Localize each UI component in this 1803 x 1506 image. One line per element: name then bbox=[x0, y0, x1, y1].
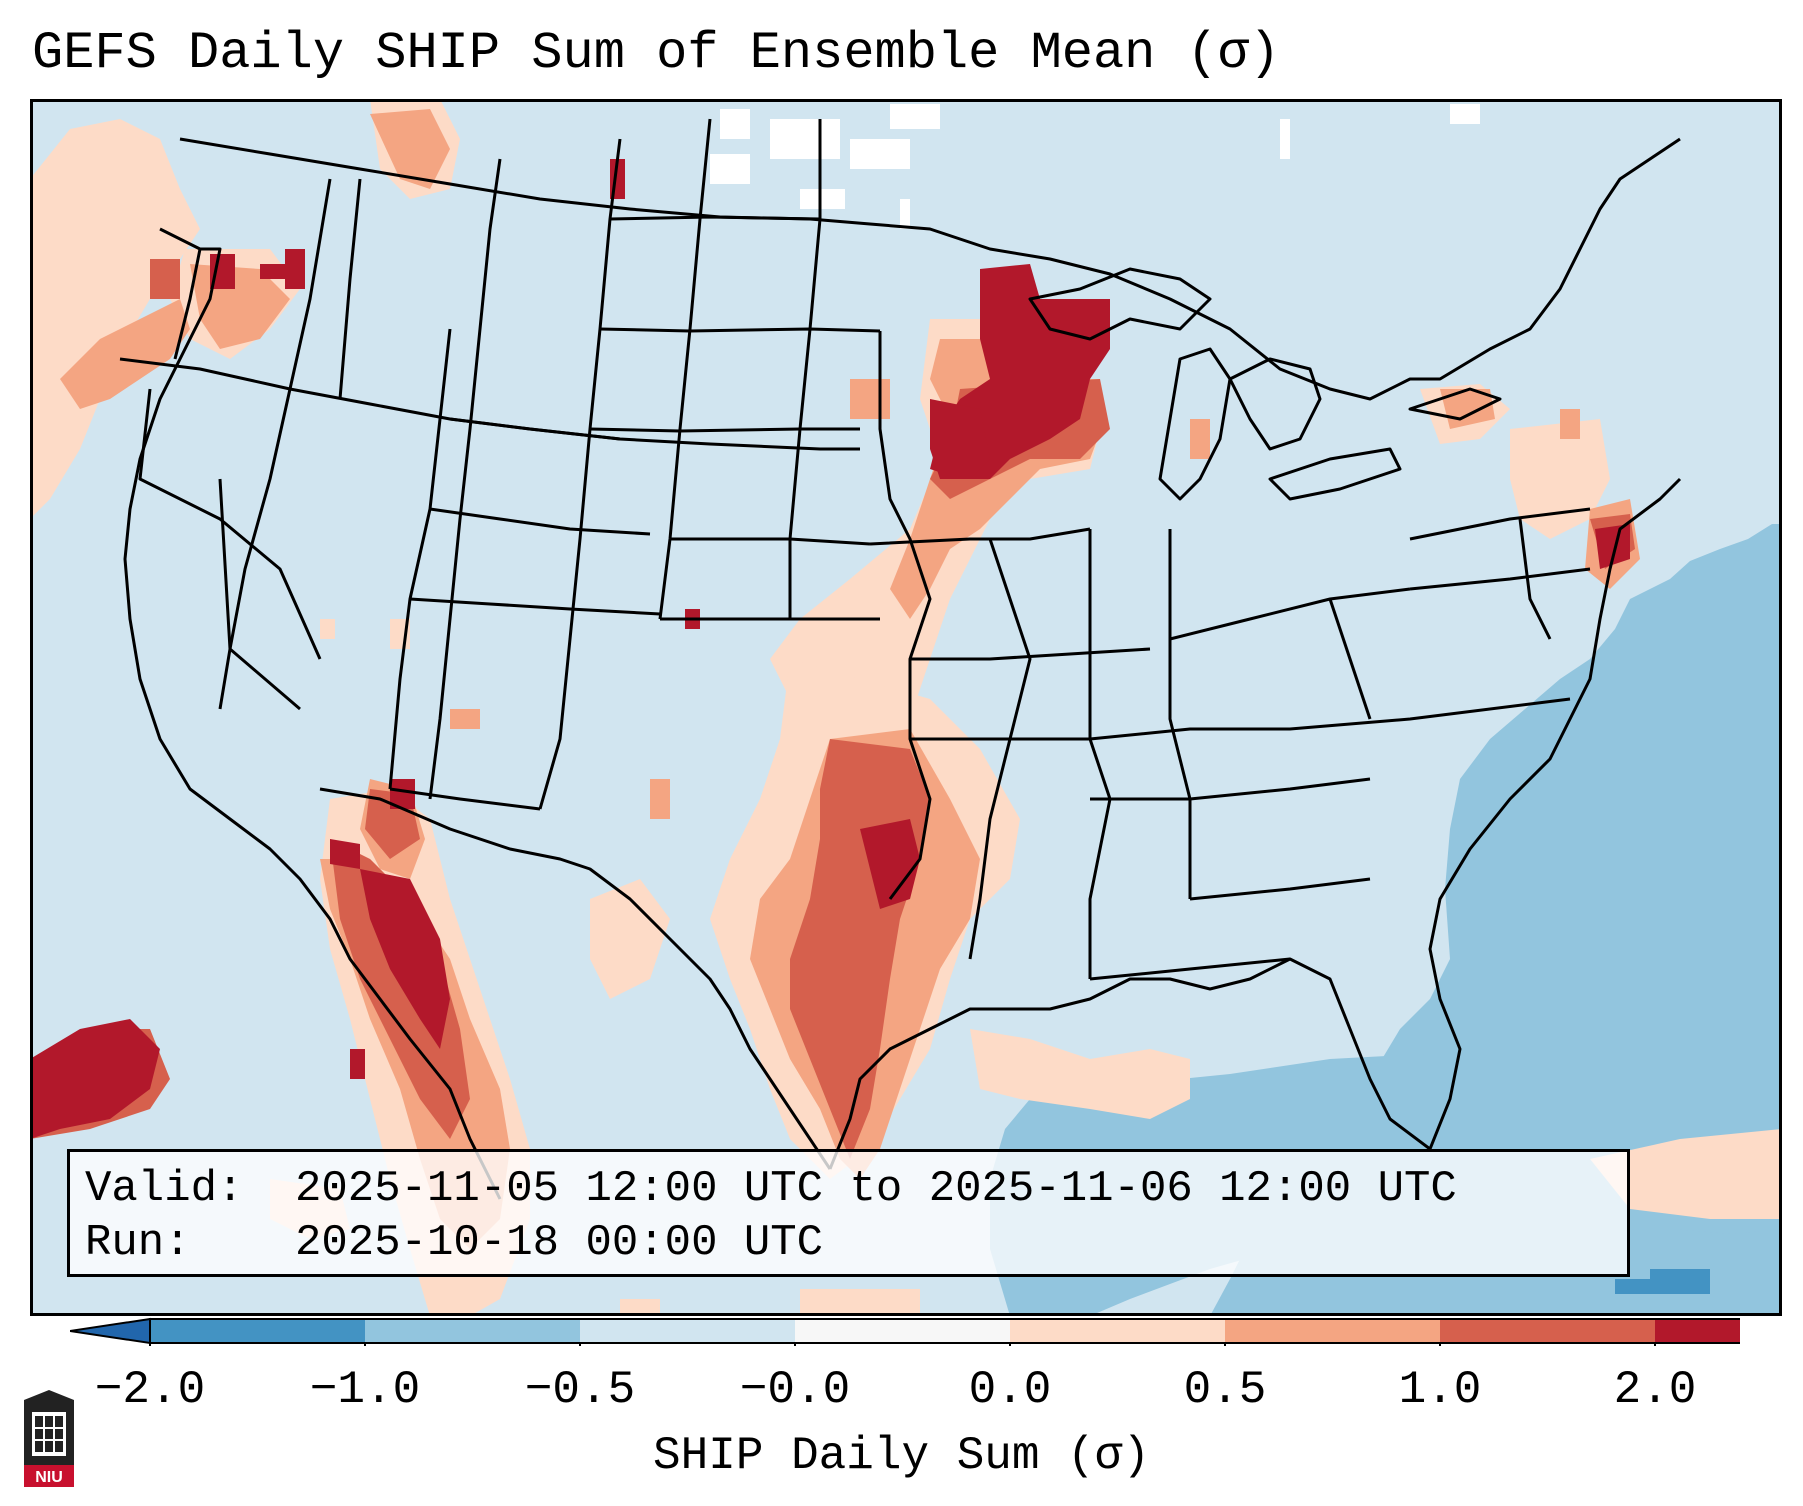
colorbar-tick-label: −2.0 bbox=[94, 1364, 206, 1416]
colorbar-segment bbox=[1655, 1319, 1740, 1343]
colorbar-tick-label: 0.5 bbox=[1183, 1364, 1267, 1416]
colorbar-extend-low bbox=[70, 1317, 151, 1345]
state-and-country-borders bbox=[119, 118, 1682, 1200]
valid-row: Valid: 2025-11-05 12:00 UTC to 2025-11-0… bbox=[85, 1162, 1627, 1216]
colorbar-tick-label: −0.5 bbox=[524, 1364, 636, 1416]
stronger-negative-patches bbox=[1615, 1269, 1710, 1294]
colorbar-tick-label: 1.0 bbox=[1398, 1364, 1482, 1416]
run-value: 2025-10-18 00:00 UTC bbox=[295, 1218, 824, 1268]
validity-info-box: Valid: 2025-11-05 12:00 UTC to 2025-11-0… bbox=[67, 1149, 1630, 1277]
colorbar bbox=[70, 1317, 1740, 1346]
ship-anomaly-map bbox=[30, 99, 1782, 1316]
map-title: GEFS Daily SHIP Sum of Ensemble Mean (σ) bbox=[32, 24, 1281, 83]
run-row: Run: 2025-10-18 00:00 UTC bbox=[85, 1216, 1627, 1270]
niu-logo: NIU bbox=[24, 1390, 74, 1487]
map-frame bbox=[30, 99, 1782, 1316]
colorbar-segment bbox=[150, 1319, 365, 1343]
colorbar-tick-label: 0.0 bbox=[968, 1364, 1052, 1416]
colorbar-segment bbox=[1010, 1319, 1225, 1343]
run-label: Run: bbox=[85, 1218, 191, 1268]
extreme-positive-regions bbox=[30, 159, 1630, 1139]
colorbar-label: SHIP Daily Sum (σ) bbox=[653, 1430, 1150, 1482]
colorbar-segment bbox=[365, 1319, 580, 1343]
colorbar-segment bbox=[1440, 1319, 1655, 1343]
colorbar-tick-label: −0.0 bbox=[739, 1364, 851, 1416]
valid-value: 2025-11-05 12:00 UTC to 2025-11-06 12:00… bbox=[295, 1164, 1457, 1214]
niu-logo-text: NIU bbox=[35, 1469, 63, 1486]
missing-data-patches bbox=[710, 104, 1480, 229]
colorbar-tick-label: −1.0 bbox=[309, 1364, 421, 1416]
colorbar-tick-label: 2.0 bbox=[1613, 1364, 1697, 1416]
colorbar-segment bbox=[795, 1319, 1010, 1343]
colorbar-segment bbox=[580, 1319, 795, 1343]
colorbar-segment bbox=[1225, 1319, 1440, 1343]
valid-label: Valid: bbox=[85, 1164, 244, 1214]
